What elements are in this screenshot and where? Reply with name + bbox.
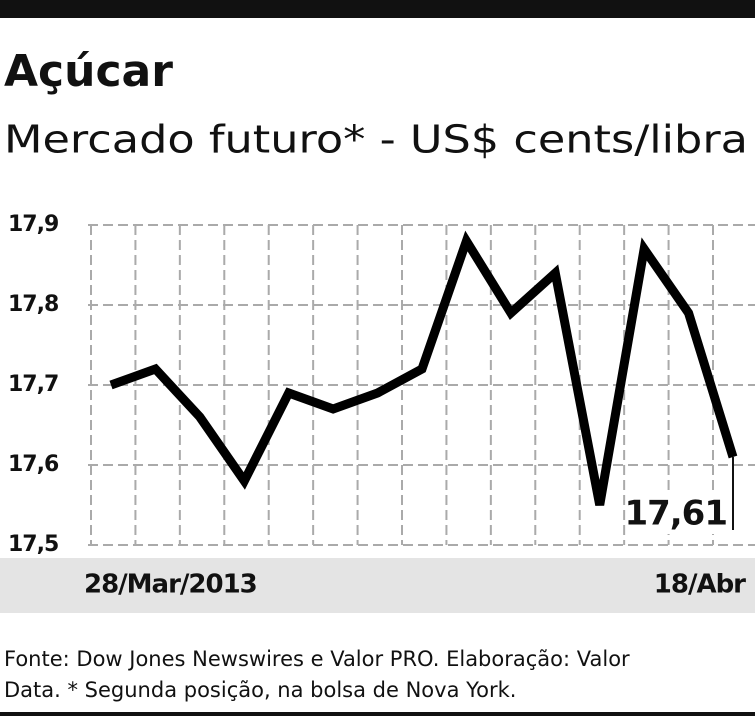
x-tick-label: 18/Abr (654, 570, 746, 600)
data-line (109, 230, 738, 506)
top-bar (0, 0, 755, 18)
y-tick-label: 17,8 (8, 292, 58, 317)
chart-title: Açúcar (4, 46, 173, 97)
x-tick-label: 28/Mar/2013 (84, 570, 257, 600)
value-label-bg (627, 492, 729, 534)
y-tick-label: 17,5 (8, 532, 58, 557)
value-label: 17,61 (624, 494, 727, 534)
y-tick-label: 17,9 (8, 212, 58, 237)
y-tick-label: 17,6 (8, 452, 59, 477)
x-axis-band (0, 558, 755, 613)
y-tick-label: 17,7 (8, 372, 58, 397)
source-text: Fonte: Dow Jones Newswires e Valor PRO. … (4, 647, 630, 671)
chart-subtitle: Mercado futuro* - US$ cents/libra (4, 118, 748, 162)
source-text: Data. * Segunda posição, na bolsa de Nov… (4, 678, 516, 702)
